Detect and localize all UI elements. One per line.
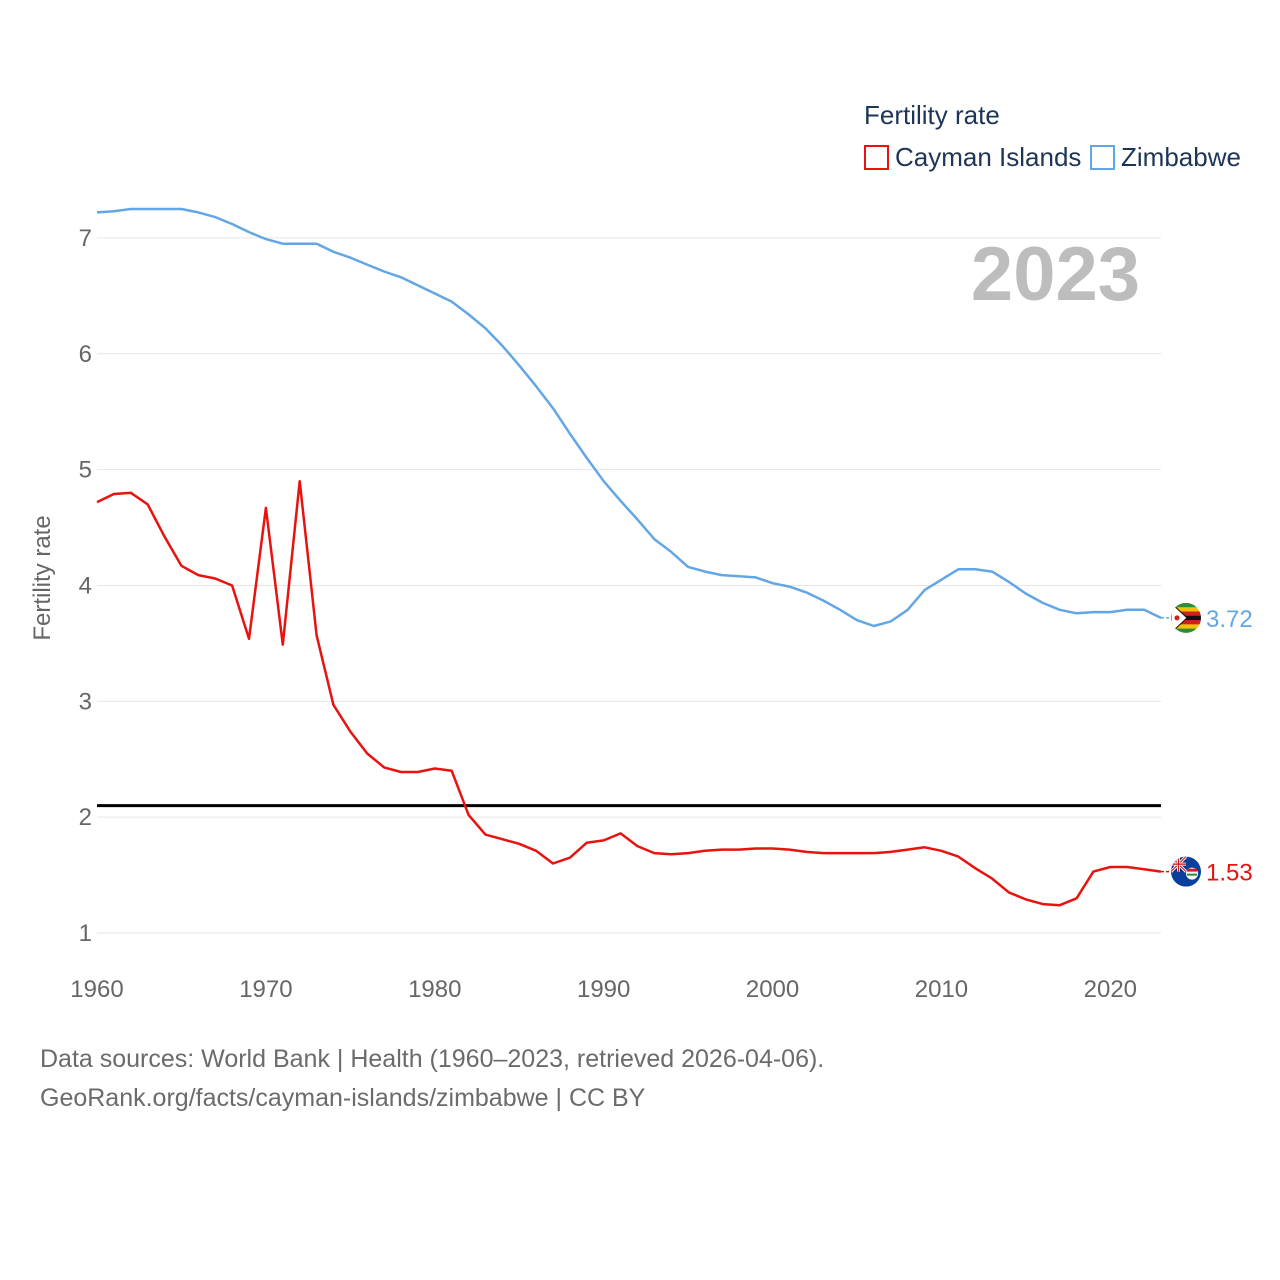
x-tick-label: 1960 xyxy=(70,976,123,1003)
y-axis-title: Fertility rate xyxy=(29,515,56,640)
x-tick-label: 1970 xyxy=(239,976,292,1003)
data-source-note: Data sources: World Bank | Health (1960–… xyxy=(40,1040,824,1118)
y-tick-label: 6 xyxy=(79,341,92,368)
legend-swatch-cayman-islands xyxy=(864,145,889,170)
x-tick-label: 2000 xyxy=(746,976,799,1003)
y-tick-label: 5 xyxy=(79,457,92,484)
end-value-zimbabwe: 3.72 xyxy=(1206,606,1253,633)
legend-swatch-zimbabwe xyxy=(1090,145,1115,170)
cayman-islands-flag-icon xyxy=(1171,856,1201,887)
y-tick-label: 1 xyxy=(79,920,92,947)
y-tick-label: 2 xyxy=(79,804,92,831)
series-lines xyxy=(96,207,1162,907)
legend-item-cayman-islands[interactable]: Cayman Islands xyxy=(864,142,1081,172)
y-tick-label: 3 xyxy=(79,688,92,715)
x-tick-label: 1990 xyxy=(577,976,630,1003)
y-tick-label: 4 xyxy=(79,572,92,599)
legend-title: Fertility rate xyxy=(864,100,1000,130)
legend-item-zimbabwe[interactable]: Zimbabwe xyxy=(1090,142,1241,172)
y-tick-label: 7 xyxy=(79,225,92,252)
x-tick-label: 1980 xyxy=(408,976,461,1003)
series-line-cayman-islands[interactable] xyxy=(96,479,1162,907)
legend-label-zimbabwe: Zimbabwe xyxy=(1121,142,1241,172)
current-year-label: 2023 xyxy=(971,232,1140,317)
y-axis-ticks: 1 2 3 4 5 6 7 xyxy=(79,225,92,947)
x-tick-label: 2010 xyxy=(915,976,968,1003)
legend: Fertility rate Cayman Islands Zimbabwe xyxy=(864,100,1241,172)
x-tick-label: 2020 xyxy=(1084,976,1137,1003)
source-line-2[interactable]: GeoRank.org/facts/cayman-islands/zimbabw… xyxy=(40,1084,646,1112)
zimbabwe-flag-icon xyxy=(1171,602,1201,633)
legend-label-cayman-islands: Cayman Islands xyxy=(895,142,1081,172)
end-value-cayman-islands: 1.53 xyxy=(1206,860,1253,887)
series-end-markers: 1.53 3.72 xyxy=(1161,602,1253,887)
x-axis-ticks: 1960 1970 1980 1990 2000 2010 2020 xyxy=(70,976,1137,1003)
source-line-1: Data sources: World Bank | Health (1960–… xyxy=(40,1045,825,1073)
series-line-zimbabwe[interactable] xyxy=(96,207,1162,628)
